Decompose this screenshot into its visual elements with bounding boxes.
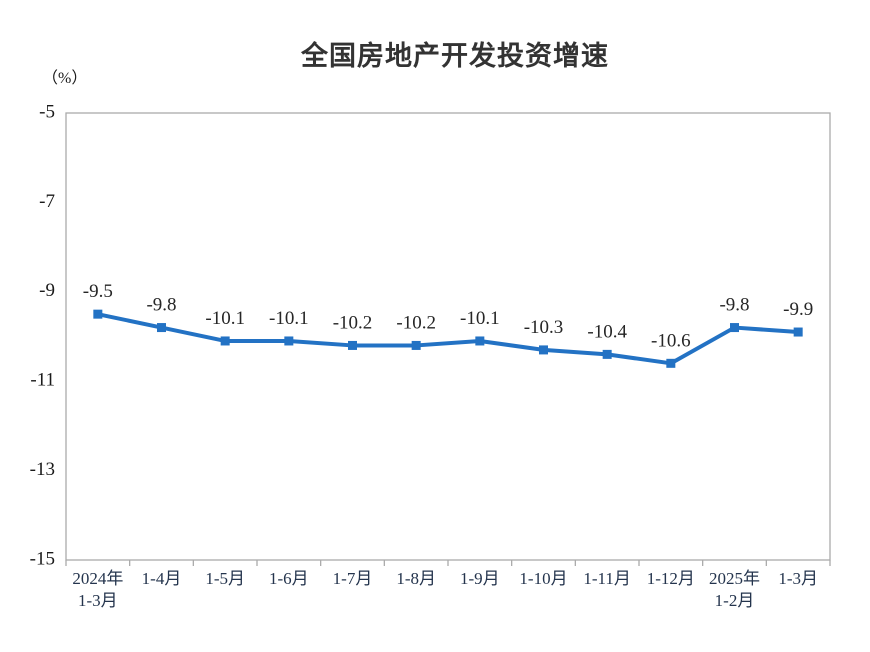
data-point-label: -9.8 [719,295,749,316]
chart-title: 全国房地产开发投资增速 [301,41,609,71]
x-axis-category-label: 2024年 1-3月 [72,569,123,610]
data-point-label: -10.3 [524,317,564,338]
x-axis-category-label: 1-3月 [778,569,818,588]
data-point-marker [348,340,357,350]
data-point-label: -10.6 [651,330,691,351]
y-axis-tick-label: -15 [30,548,55,569]
x-axis-category-label: 1-9月 [460,569,500,588]
x-axis-category-label: 2025年 1-2月 [709,569,760,610]
data-point-label: -10.4 [587,321,627,342]
x-axis-category-label: 1-6月 [269,569,309,588]
data-point-label: -10.1 [460,308,500,329]
y-axis-unit-label: （%） [42,70,88,87]
data-point-marker [284,336,294,346]
data-point-marker [666,358,676,368]
data-point-marker [220,336,230,346]
y-axis-tick-label: -9 [39,280,55,301]
y-axis-tick-label: -11 [30,370,55,391]
x-axis-category-label: 1-7月 [333,569,373,588]
data-point-marker [602,349,612,359]
x-axis-category-label: 1-11月 [583,569,631,588]
data-point-label: -10.1 [269,308,309,329]
data-point-marker [93,309,103,319]
x-axis-category-label: 1-12月 [647,569,695,588]
data-point-label: -10.2 [333,312,373,333]
x-axis-category-label: 1-8月 [396,569,436,588]
data-point-marker [475,336,485,346]
x-axis-category-label: 1-5月 [205,569,245,588]
y-axis-tick-label: -13 [30,459,55,480]
data-point-label: -10.1 [205,308,245,329]
data-point-marker [793,327,803,337]
data-point-marker [539,345,548,355]
data-point-label: -10.2 [396,312,436,333]
data-point-label: -9.9 [783,299,813,320]
x-axis-category-label: 1-10月 [519,569,567,588]
data-point-marker [411,340,421,350]
data-point-label: -9.5 [83,281,113,302]
series-line [95,312,801,366]
data-point-marker [157,323,166,333]
x-axis-category-label: 1-4月 [142,569,182,588]
data-point-marker [730,323,739,333]
y-axis-tick-label: -5 [39,101,55,122]
y-axis-tick-label: -7 [39,191,55,212]
data-point-label: -9.8 [146,295,176,316]
